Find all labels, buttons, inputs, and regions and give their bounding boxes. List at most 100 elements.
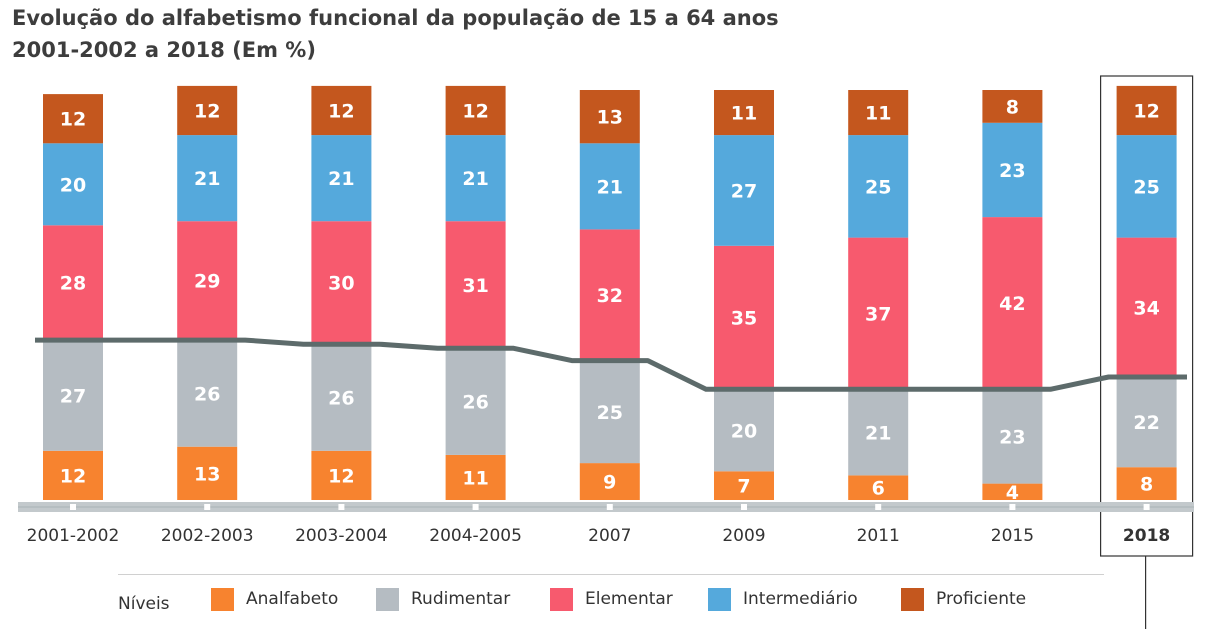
bar-proficiente-2011 <box>848 90 909 136</box>
bar-intermediario-2009 <box>714 135 774 246</box>
legend-item-elementar: Elementar <box>550 587 673 611</box>
bar-intermediario-2015 <box>982 122 1043 218</box>
data-label-intermediario-2003-2004: 21 <box>328 168 354 190</box>
legend-swatch-proficiente <box>901 587 924 611</box>
data-label-intermediario-2001-2002: 20 <box>60 174 86 196</box>
data-label-elementar-2015: 42 <box>999 293 1025 315</box>
bar-intermediario-2001-2002 <box>43 143 103 226</box>
legend-title: Níveis <box>118 594 170 614</box>
data-label-intermediario-2009: 27 <box>731 180 757 202</box>
chart-subtitle: 2001-2002 a 2018 (Em %) <box>12 38 316 62</box>
bar-analfabeto-2002-2003 <box>177 446 238 500</box>
x-tick-label-2001-2002: 2001-2002 <box>27 526 120 546</box>
data-label-intermediario-2004-2005: 21 <box>462 168 488 190</box>
data-label-analfabeto-2001-2002: 12 <box>60 465 86 487</box>
x-axis: 2001-2002 2002-2003 2003-2004 2004-2005 2007… <box>18 75 1194 629</box>
legend-label-analfabeto: Analfabeto <box>246 589 339 609</box>
data-label-proficiente-2018: 12 <box>1133 101 1159 123</box>
data-label-elementar-2003-2004: 30 <box>328 273 354 295</box>
x-tick-marker-2011 <box>875 504 882 510</box>
bar-elementar-2009 <box>714 245 774 390</box>
x-tick-label-2015: 2015 <box>991 526 1034 546</box>
legend-swatch-intermediario <box>708 587 731 611</box>
bar-analfabeto-2001-2002 <box>43 450 103 500</box>
data-label-proficiente-2001-2002: 12 <box>60 109 86 131</box>
legend-item-analfabeto: Analfabeto <box>211 587 338 611</box>
bar-rudimentar-2003-2004 <box>311 344 372 451</box>
data-label-intermediario-2007: 21 <box>597 176 623 198</box>
data-label-proficiente-2009: 11 <box>731 103 757 125</box>
bar-elementar-2018 <box>1116 237 1177 377</box>
data-label-elementar-2018: 34 <box>1133 297 1159 319</box>
data-label-rudimentar-2003-2004: 26 <box>328 388 354 410</box>
data-label-proficiente-2004-2005: 12 <box>462 101 488 123</box>
x-tick-label-2009: 2009 <box>722 526 765 546</box>
data-label-rudimentar-2018: 22 <box>1133 412 1159 434</box>
bar-rudimentar-2009 <box>714 389 774 472</box>
bar-proficiente-2003-2004 <box>311 85 372 136</box>
legend: Níveis Analfabeto Rudimentar Elementar Inte… <box>118 574 1104 623</box>
bar-intermediario-2004-2005 <box>445 135 506 222</box>
bar-elementar-2003-2004 <box>311 221 372 345</box>
bar-elementar-2002-2003 <box>177 221 238 341</box>
data-label-analfabeto-2011: 6 <box>872 478 885 500</box>
bar-proficiente-2018 <box>1116 85 1177 136</box>
bar-elementar-2011 <box>848 237 909 390</box>
x-tick-marker-2007 <box>606 504 613 510</box>
bar-elementar-2004-2005 <box>445 221 506 349</box>
data-label-elementar-2001-2002: 28 <box>60 273 86 295</box>
data-label-rudimentar-2004-2005: 26 <box>462 392 488 414</box>
data-label-rudimentar-2015: 23 <box>999 426 1025 448</box>
data-label-elementar-2009: 35 <box>731 308 757 330</box>
x-tick-marker-2018 <box>1143 504 1150 510</box>
bar-intermediario-2002-2003 <box>177 135 238 222</box>
bar-intermediario-2003-2004 <box>311 135 372 222</box>
data-label-rudimentar-2009: 20 <box>731 420 757 442</box>
legend-item-intermediario: Intermediário <box>708 587 858 611</box>
data-label-intermediario-2015: 23 <box>999 160 1025 182</box>
highlight-box <box>1099 75 1194 557</box>
bar-intermediario-2007 <box>579 143 640 230</box>
labels-layer: 12 27 28 20 12 13 26 29 21 12 12 26 30 21 12 11 26 31 21 12… <box>60 96 1160 503</box>
threshold-line <box>35 337 1187 392</box>
data-label-analfabeto-2004-2005: 11 <box>462 467 488 489</box>
legend-label-intermediario: Intermediário <box>743 589 858 609</box>
data-label-elementar-2002-2003: 29 <box>194 271 220 293</box>
legend-label-rudimentar: Rudimentar <box>411 589 511 609</box>
bar-rudimentar-2015 <box>982 389 1043 484</box>
bar-intermediario-2018 <box>1116 135 1177 238</box>
bar-analfabeto-2004-2005 <box>445 454 506 500</box>
bar-analfabeto-2018 <box>1116 467 1177 500</box>
bar-rudimentar-2001-2002 <box>43 340 103 451</box>
bar-rudimentar-2004-2005 <box>445 348 506 455</box>
data-label-elementar-2004-2005: 31 <box>462 275 488 297</box>
bar-proficiente-2009 <box>714 90 774 136</box>
legend-swatch-analfabeto <box>211 587 234 611</box>
data-label-elementar-2007: 32 <box>597 285 623 307</box>
bars-layer <box>43 85 1177 500</box>
data-label-analfabeto-2003-2004: 12 <box>328 465 354 487</box>
data-label-proficiente-2007: 13 <box>597 107 623 129</box>
bar-rudimentar-2011 <box>848 389 909 476</box>
bar-analfabeto-2003-2004 <box>311 450 372 500</box>
legend-swatch-rudimentar <box>376 587 399 611</box>
bar-proficiente-2002-2003 <box>177 85 238 136</box>
x-tick-marker-2004-2005 <box>472 504 479 510</box>
data-label-intermediario-2011: 25 <box>865 176 891 198</box>
legend-item-proficiente: Proficiente <box>901 587 1026 611</box>
bar-proficiente-2004-2005 <box>445 85 506 136</box>
bar-proficiente-2001-2002 <box>43 94 103 144</box>
legend-label-proficiente: Proficiente <box>936 589 1027 609</box>
bar-elementar-2007 <box>579 229 640 361</box>
x-tick-label-2018: 2018 <box>1123 526 1170 546</box>
bar-rudimentar-2007 <box>579 360 640 464</box>
x-tick-label-2003-2004: 2003-2004 <box>295 526 388 546</box>
x-tick-marker-2003-2004 <box>338 504 345 510</box>
bar-rudimentar-2018 <box>1116 377 1177 468</box>
data-label-proficiente-2003-2004: 12 <box>328 101 354 123</box>
bar-analfabeto-2007 <box>579 463 640 500</box>
bar-rudimentar-2002-2003 <box>177 340 238 447</box>
threshold-line-layer <box>35 337 1187 392</box>
bar-analfabeto-2015 <box>982 483 1043 500</box>
